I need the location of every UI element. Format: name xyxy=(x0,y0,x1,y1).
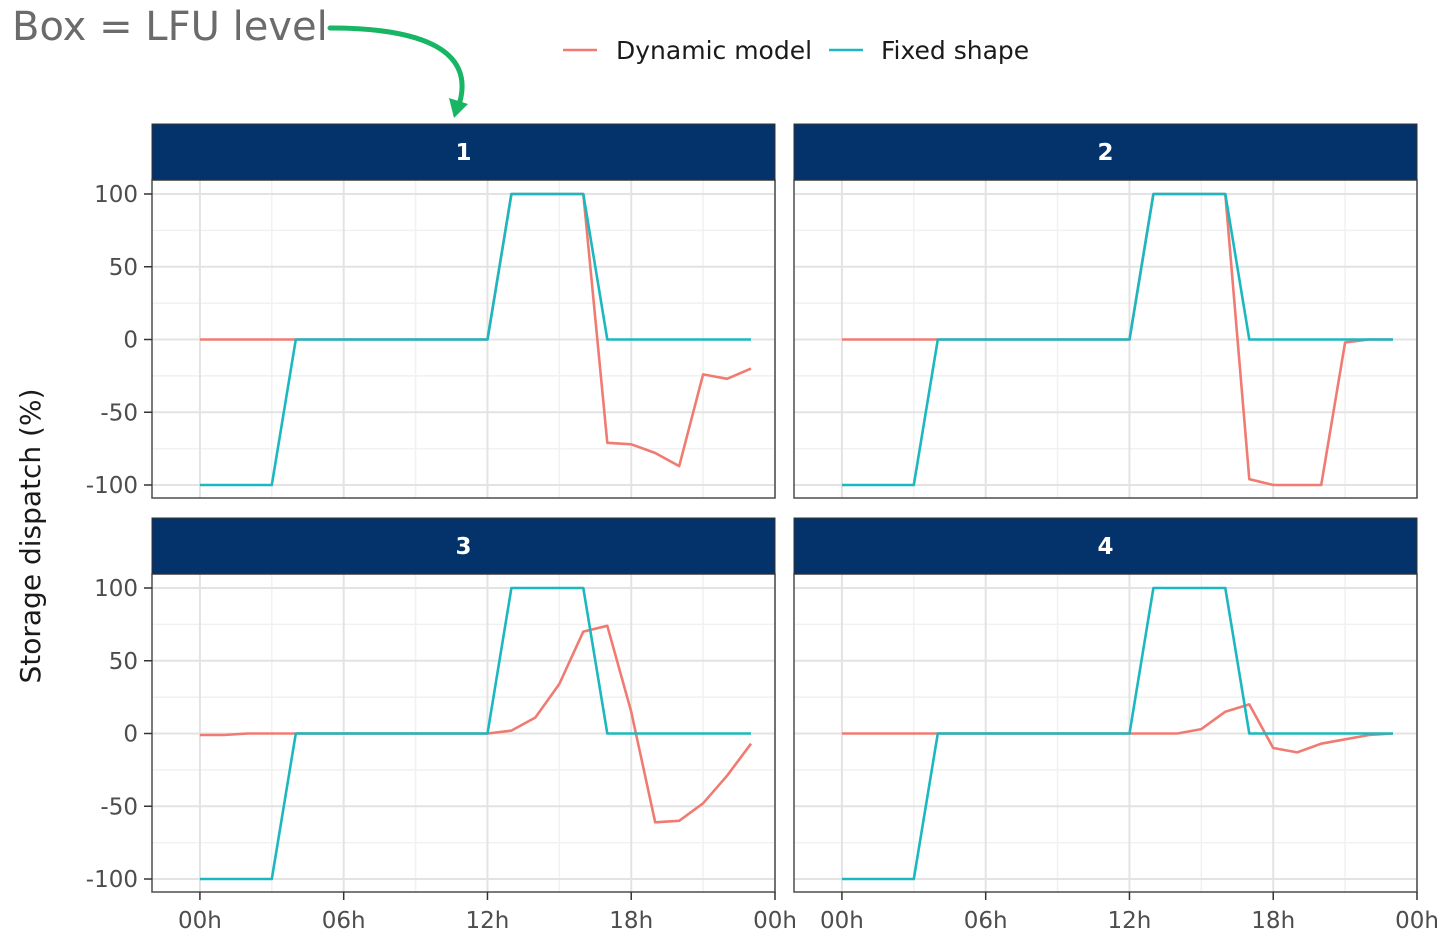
y-tick-label: -100 xyxy=(86,473,138,499)
facet-strip xyxy=(793,123,1418,181)
panel-4: 4 00h 06h 12h 18h 00h xyxy=(793,517,1439,934)
legend: Dynamic model Fixed shape xyxy=(563,36,1029,65)
series-line-fixed-shape xyxy=(199,586,751,881)
x-tick-label: 06h xyxy=(322,908,366,934)
panels: 1 100 50 0 -50 -100 2 3 100 50 0 -50 -100 00h 06h 12h 18… xyxy=(86,123,1439,934)
x-tick-label: 12h xyxy=(1108,908,1152,934)
x-tick-label: 12h xyxy=(466,908,510,934)
facet-strip-label: 4 xyxy=(1097,534,1113,560)
y-axis-title: Storage dispatch (%) xyxy=(14,389,47,684)
facet-strip-label: 3 xyxy=(455,534,471,560)
annotation-arrowhead xyxy=(449,98,468,118)
y-tick-label: 50 xyxy=(109,255,138,281)
y-tick-label: 0 xyxy=(123,328,138,354)
panel-1: 1 100 50 0 -50 -100 xyxy=(86,123,776,499)
y-tick-label: -50 xyxy=(100,794,138,820)
y-tick-label: 50 xyxy=(109,649,138,675)
series-line-fixed-shape xyxy=(841,586,1393,881)
x-tick-label: 00h xyxy=(1395,908,1439,934)
panel-3: 3 100 50 0 -50 -100 00h 06h 12h 18h 00h xyxy=(86,517,797,934)
y-tick-label: 100 xyxy=(94,576,138,602)
series-line-fixed-shape xyxy=(199,192,751,487)
x-tick-label: 00h xyxy=(753,908,797,934)
annotation-arrow xyxy=(327,25,465,111)
x-tick-label: 06h xyxy=(964,908,1008,934)
legend-label-dynamic-model: Dynamic model xyxy=(616,36,812,65)
annotation-label: Box = LFU level xyxy=(12,4,328,50)
x-tick-label: 00h xyxy=(820,908,864,934)
series-line-fixed-shape xyxy=(841,192,1393,487)
y-tick-label: -100 xyxy=(86,867,138,893)
legend-label-fixed-shape: Fixed shape xyxy=(881,36,1029,65)
facet-strip-label: 2 xyxy=(1097,140,1113,166)
facet-strip-label: 1 xyxy=(455,140,471,166)
facet-strip xyxy=(793,517,1418,575)
panel-2: 2 xyxy=(793,123,1418,499)
facet-strip xyxy=(151,517,776,575)
x-tick-label: 18h xyxy=(1251,908,1295,934)
y-tick-label: 0 xyxy=(123,722,138,748)
y-tick-label: -50 xyxy=(100,400,138,426)
x-tick-label: 00h xyxy=(178,908,222,934)
x-tick-label: 18h xyxy=(609,908,653,934)
y-tick-label: 100 xyxy=(94,182,138,208)
facet-strip xyxy=(151,123,776,181)
